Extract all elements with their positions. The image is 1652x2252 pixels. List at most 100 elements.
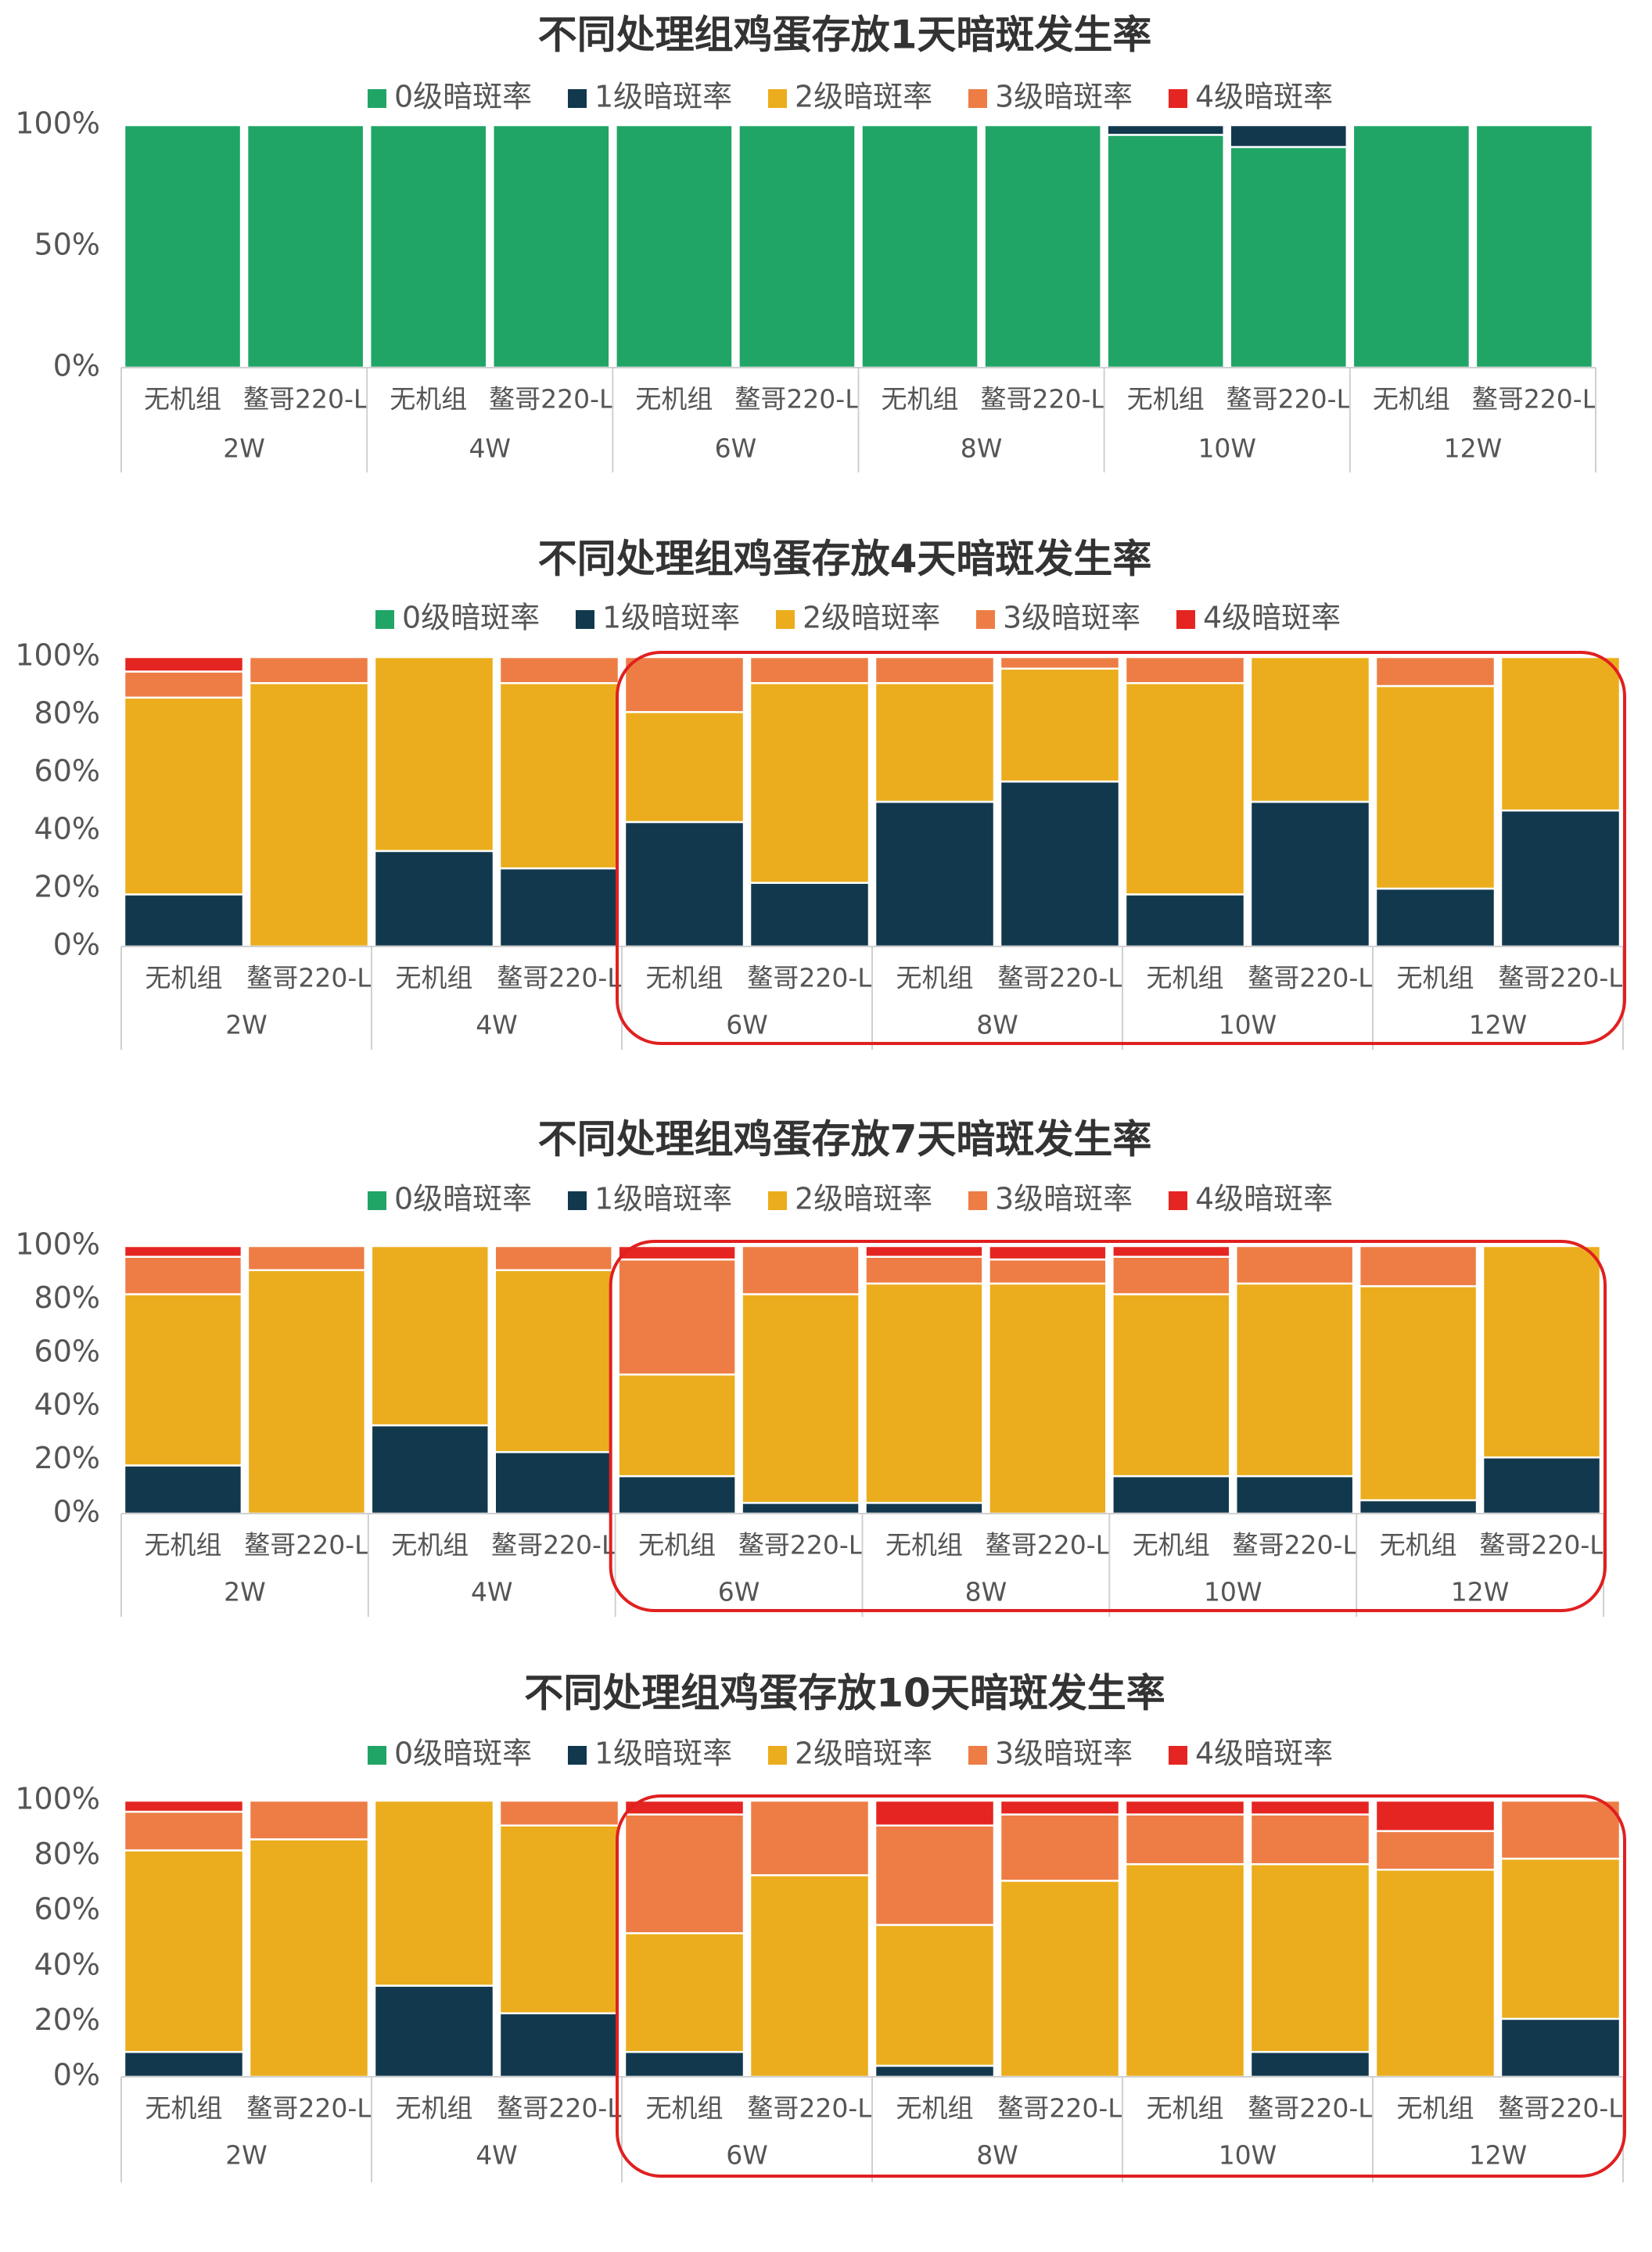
chart-2: 不同处理组鸡蛋存放4天暗斑发生率 0级暗斑率 1级暗斑率 2级暗斑率 3级暗斑率 4级暗斑… [15, 537, 1626, 1050]
x-category-label: 鳌哥220-L [986, 1530, 1111, 1561]
bar-segment-level-0 [1352, 124, 1471, 369]
x-group-label-8w: 8W [976, 1010, 1018, 1040]
legend-label-level-4: 4级暗斑率 [1195, 80, 1333, 114]
bar-segment-level-2 [874, 1923, 996, 2067]
x-group-label-8w: 8W [976, 2140, 1018, 2171]
x-category-label: 无机组 [144, 384, 221, 415]
legend-swatch-level-4 [1169, 1191, 1187, 1210]
legend-swatch-level-4 [1176, 610, 1195, 629]
x-category-label: 无机组 [1147, 963, 1224, 993]
x-category-label: 无机组 [882, 384, 959, 415]
bar-segment-level-1 [999, 780, 1121, 948]
x-category-label: 无机组 [390, 384, 467, 415]
bar-segment-level-3 [1499, 1799, 1621, 1860]
chart-title: 不同处理组鸡蛋存放7天暗斑发生率 [538, 1117, 1152, 1162]
y-tick-label: 20% [34, 2002, 100, 2037]
x-category-label: 无机组 [396, 2093, 473, 2124]
bar-segment-level-4 [1112, 1245, 1231, 1258]
x-category-label: 鳌哥220-L [1498, 2093, 1623, 2124]
legend-swatch-level-3 [976, 610, 995, 629]
bar-segment-level-1 [1112, 1474, 1231, 1515]
legend-swatch-level-0 [375, 610, 394, 629]
y-tick-label: 0% [53, 1495, 100, 1529]
bar-segment-level-1 [864, 1502, 984, 1515]
bar-segment-level-2 [988, 1282, 1108, 1515]
bar-segment-level-0 [860, 124, 979, 369]
legend-label-level-3: 3级暗斑率 [995, 1737, 1133, 1771]
bar-segment-level-2 [1249, 1862, 1371, 2053]
x-group-label-6w: 6W [726, 1010, 768, 1040]
legend-label-level-2: 2级暗斑率 [795, 1737, 932, 1771]
legend-swatch-level-3 [968, 1746, 987, 1765]
bar-segment-level-0 [368, 124, 488, 369]
legend: 0级暗斑率 1级暗斑率 2级暗斑率 3级暗斑率 4级暗斑率 [375, 601, 1341, 635]
bar-segment-level-1 [123, 893, 245, 948]
bar-segment-level-2 [864, 1282, 984, 1504]
bar-segment-level-2 [498, 1824, 620, 2015]
bar-segment-level-2 [123, 1293, 243, 1467]
bar-segment-level-0 [1229, 145, 1349, 369]
bar-segment-level-1 [1481, 1456, 1602, 1515]
x-category-label: 无机组 [1397, 963, 1474, 993]
x-category-label: 无机组 [1373, 384, 1450, 415]
x-group-label-2w: 2W [225, 2140, 268, 2171]
bar-segment-level-3 [999, 1813, 1121, 1882]
x-category-label: 无机组 [396, 963, 473, 993]
bar-segment-level-2 [494, 1269, 613, 1453]
chart-title: 不同处理组鸡蛋存放10天暗斑发生率 [524, 1671, 1165, 1716]
bar-segment-level-2 [370, 1245, 490, 1427]
y-tick-label: 100% [15, 106, 100, 141]
x-group-label-8w: 8W [965, 1577, 1007, 1607]
bar-segment-level-0 [1106, 134, 1225, 369]
bar-segment-level-1 [623, 2050, 745, 2078]
legend-swatch-level-0 [368, 89, 386, 108]
highlight-frame [609, 1240, 1607, 1612]
legend-swatch-level-0 [368, 1746, 386, 1765]
y-tick-label: 50% [34, 228, 100, 262]
bar-segment-level-2 [1235, 1282, 1355, 1478]
bar-segment-level-4 [123, 655, 245, 673]
legend-swatch-level-1 [568, 1191, 587, 1210]
x-category-label: 无机组 [638, 1530, 716, 1561]
legend-label-level-2: 2级暗斑率 [803, 601, 940, 635]
bar-segment-level-3 [988, 1258, 1108, 1285]
bar-segment-level-1 [373, 849, 495, 948]
bar-segment-level-3 [248, 655, 370, 684]
bar-segment-level-3 [874, 655, 996, 684]
y-tick-label: 0% [53, 2058, 100, 2092]
legend-label-level-4: 4级暗斑率 [1195, 1182, 1333, 1216]
bar-segment-level-4 [1249, 1799, 1371, 1816]
bar-segment-level-1 [123, 1464, 243, 1515]
x-category-label: 无机组 [145, 2093, 223, 2124]
x-category-label: 无机组 [1127, 384, 1205, 415]
bar-segment-level-1 [1374, 887, 1496, 948]
bar-segment-level-3 [498, 1799, 620, 1827]
x-category-label: 鳌哥220-L [1248, 2093, 1373, 2124]
y-tick-label: 0% [53, 928, 100, 962]
bar-segment-level-4 [988, 1245, 1108, 1261]
x-group-label-8w: 8W [961, 433, 1003, 464]
x-category-label: 鳌哥220-L [497, 2093, 622, 2124]
legend-label-level-3: 3级暗斑率 [995, 80, 1133, 114]
bar-segment-level-2 [617, 1373, 737, 1478]
y-tick-label: 100% [15, 1227, 100, 1262]
x-group-label-4w: 4W [476, 2140, 518, 2171]
bar-segment-level-1 [741, 1502, 860, 1515]
legend-label-level-1: 1级暗斑率 [602, 601, 740, 635]
x-category-label: 无机组 [885, 1530, 963, 1561]
x-group-label-4w: 4W [476, 1010, 518, 1040]
legend-label-level-1: 1级暗斑率 [594, 1737, 732, 1771]
x-category-label: 无机组 [391, 1530, 469, 1561]
legend-swatch-level-2 [768, 89, 787, 108]
legend-label-level-3: 3级暗斑率 [1003, 601, 1140, 635]
x-category-label: 鳌哥220-L [244, 1530, 369, 1561]
bar-segment-level-2 [498, 682, 620, 870]
chart-4: 不同处理组鸡蛋存放10天暗斑发生率 0级暗斑率 1级暗斑率 2级暗斑率 3级暗斑率 4级暗… [15, 1671, 1626, 2182]
bar-segment-level-3 [999, 655, 1121, 670]
legend-swatch-level-3 [968, 89, 987, 108]
legend: 0级暗斑率 1级暗斑率 2级暗斑率 3级暗斑率 4级暗斑率 [368, 1737, 1333, 1771]
bar-segment-level-3 [864, 1255, 984, 1285]
x-category-label: 无机组 [1380, 1530, 1457, 1561]
x-category-label: 鳌哥220-L [491, 1530, 616, 1561]
